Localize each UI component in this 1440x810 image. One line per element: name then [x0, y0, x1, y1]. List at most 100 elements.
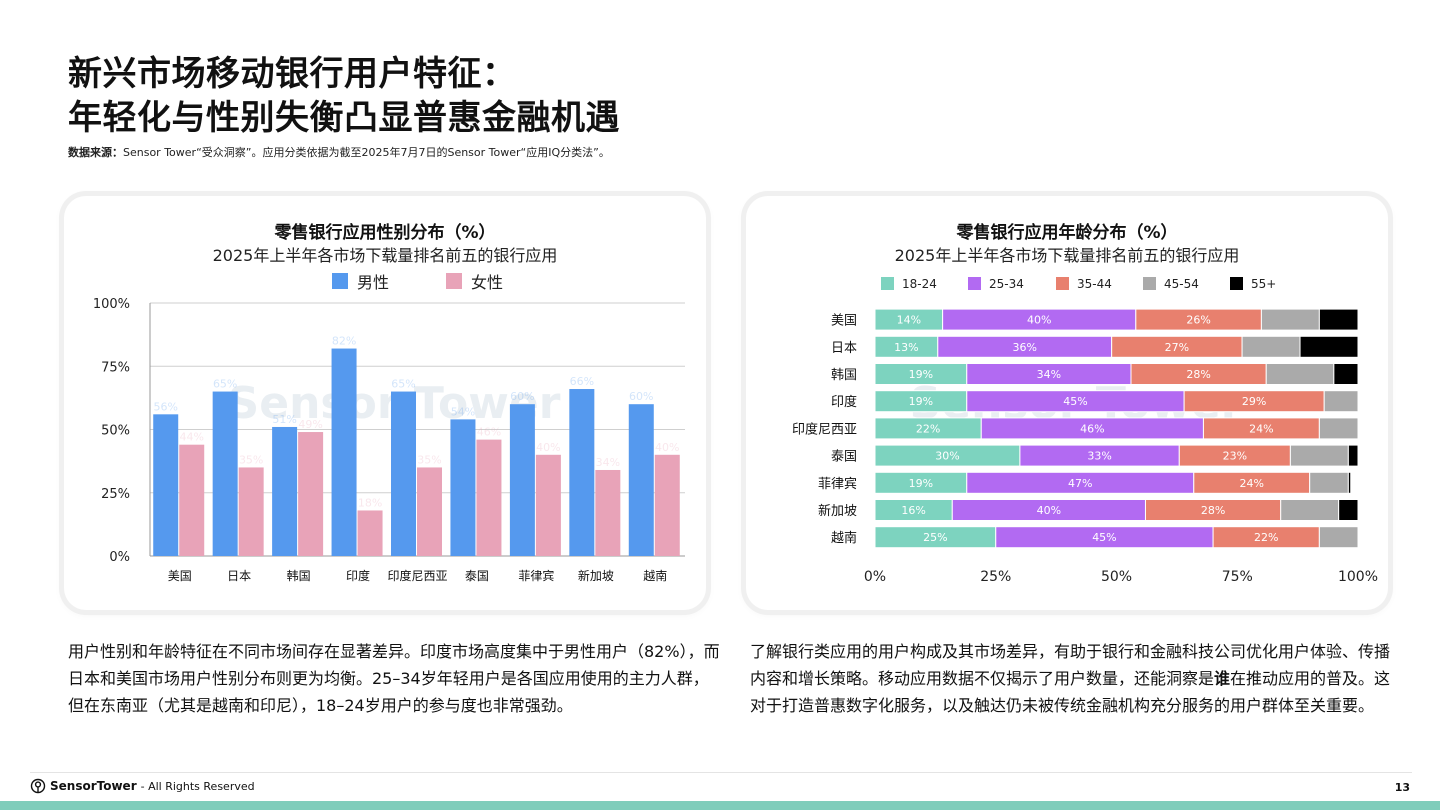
bar-segment-45-54: [1323, 390, 1359, 413]
segment-value-label: 28%: [1186, 368, 1210, 381]
bar-female: [238, 467, 264, 556]
bar-segment-45-54: [1260, 308, 1320, 331]
y-tick-label: 日本: [831, 341, 857, 356]
bar-segment-45-54: [1241, 335, 1301, 358]
x-tick-label: 50%: [1101, 569, 1132, 585]
age-chart-card: 零售银行应用年龄分布（%） 2025年上半年各市场下载量排名前五的银行应用 Se…: [746, 196, 1388, 610]
segment-value-label: 36%: [1013, 341, 1037, 354]
bar-male: [450, 419, 476, 556]
age-chart: Sensor Tower18-2425-3435-4445-5455+美国14%…: [792, 277, 1378, 585]
y-tick-label: 50%: [101, 424, 130, 439]
bar-male: [569, 389, 595, 556]
bar-segment-45-54: [1318, 417, 1359, 440]
bar-value-label: 51%: [272, 413, 296, 426]
legend-label: 男性: [357, 273, 389, 292]
segment-value-label: 45%: [1092, 531, 1116, 544]
bar-female: [654, 454, 680, 556]
segment-value-label: 19%: [909, 395, 933, 408]
legend-label: 18-24: [902, 277, 937, 291]
page-number: 13: [1394, 781, 1410, 794]
bar-value-label: 60%: [629, 390, 653, 403]
bar-value-label: 49%: [298, 418, 322, 431]
bar-female: [417, 467, 442, 556]
footer-brand: SensorTower: [50, 779, 137, 793]
bar-male: [628, 404, 654, 556]
segment-value-label: 47%: [1068, 477, 1092, 490]
data-source-label: 数据来源：: [68, 146, 123, 159]
footer-rights: - All Rights Reserved: [140, 779, 255, 793]
segment-value-label: 29%: [1242, 395, 1266, 408]
bar-value-label: 34%: [596, 456, 620, 469]
y-tick-label: 泰国: [831, 450, 857, 465]
legend-label: 45-54: [1164, 277, 1199, 291]
bar-value-label: 40%: [536, 441, 560, 454]
x-tick-label: 印度尼西亚: [387, 568, 447, 583]
bar-female: [476, 439, 502, 556]
bar-value-label: 65%: [213, 378, 237, 391]
page-title-line1: 新兴市场移动银行用户特征：: [68, 54, 517, 94]
legend-label: 25-34: [989, 277, 1024, 291]
legend-swatch: [968, 277, 981, 290]
segment-value-label: 45%: [1063, 395, 1087, 408]
x-tick-label: 美国: [168, 569, 192, 583]
segment-value-label: 40%: [1037, 504, 1061, 517]
y-tick-label: 越南: [831, 530, 857, 546]
y-tick-label: 新加坡: [818, 503, 857, 519]
bar-female: [179, 444, 205, 556]
paragraph-right-part2: 在推动应用的普及。这对于打造普惠数字化服务，以及触达仍未被传统金融机构充分服务的…: [750, 669, 1391, 715]
data-source-note: 数据来源：Sensor Tower“受众洞察”。应用分类依据为截至2025年7月…: [68, 144, 610, 160]
bar-segment-55+: [1347, 444, 1359, 467]
legend-swatch: [1143, 277, 1156, 290]
segment-value-label: 28%: [1201, 504, 1225, 517]
bar-value-label: 35%: [417, 453, 441, 466]
x-tick-label: 印度: [346, 568, 370, 583]
bar-value-label: 35%: [239, 453, 263, 466]
x-tick-label: 0%: [864, 569, 886, 585]
footer-logo: SensorTower - All Rights Reserved: [30, 778, 255, 794]
y-tick-label: 菲律宾: [818, 476, 857, 492]
paragraph-left: 用户性别和年龄特征在不同市场间存在显著差异。印度市场高度集中于男性用户（82%）…: [68, 642, 720, 715]
x-tick-label: 泰国: [465, 569, 489, 583]
segment-value-label: 30%: [935, 450, 959, 463]
gender-chart-title: 零售银行应用性别分布（%）: [274, 223, 496, 243]
legend-label: 55+: [1251, 277, 1276, 291]
bar-segment-45-54: [1280, 499, 1340, 521]
bar-value-label: 54%: [451, 405, 475, 418]
gender-chart-card: 零售银行应用性别分布（%） 2025年上半年各市场下载量排名前五的银行应用 Se…: [64, 196, 706, 610]
x-tick-label: 25%: [980, 569, 1011, 585]
bar-segment-55+: [1318, 308, 1359, 331]
bar-segment-45-54: [1309, 471, 1349, 494]
segment-value-label: 19%: [909, 368, 933, 381]
y-tick-label: 韩国: [831, 368, 857, 383]
bar-male: [509, 404, 535, 556]
age-chart-title: 零售银行应用年龄分布（%）: [956, 223, 1178, 243]
bar-value-label: 66%: [570, 375, 594, 388]
segment-value-label: 24%: [1249, 422, 1273, 435]
segment-value-label: 33%: [1087, 450, 1111, 463]
y-tick-label: 印度: [831, 394, 857, 410]
segment-value-label: 22%: [1254, 531, 1278, 544]
legend-label: 女性: [471, 273, 503, 292]
legend-label: 35-44: [1077, 277, 1112, 291]
bar-segment-55+: [1338, 499, 1359, 521]
bar-segment-45-54: [1289, 444, 1349, 467]
bar-male: [272, 426, 298, 556]
x-tick-label: 新加坡: [578, 568, 614, 583]
y-tick-label: 100%: [93, 297, 130, 312]
page-title: 新兴市场移动银行用户特征： 年轻化与性别失衡凸显普惠金融机遇: [68, 52, 620, 140]
bar-value-label: 56%: [153, 400, 177, 413]
bar-value-label: 18%: [358, 496, 382, 509]
bar-male: [153, 414, 179, 556]
y-tick-label: 美国: [831, 314, 857, 329]
bar-male: [212, 391, 238, 556]
paragraph-right: 了解银行类应用的用户构成及其市场差异，有助于银行和金融科技公司优化用户体验、传播…: [750, 638, 1400, 719]
segment-value-label: 26%: [1186, 314, 1210, 327]
y-tick-label: 25%: [101, 487, 130, 502]
bar-value-label: 82%: [332, 335, 356, 348]
x-tick-label: 日本: [227, 569, 251, 583]
x-tick-label: 100%: [1338, 569, 1378, 585]
sensor-tower-logo-icon: [30, 778, 46, 794]
bar-female: [535, 454, 561, 556]
x-tick-label: 菲律宾: [518, 568, 554, 583]
